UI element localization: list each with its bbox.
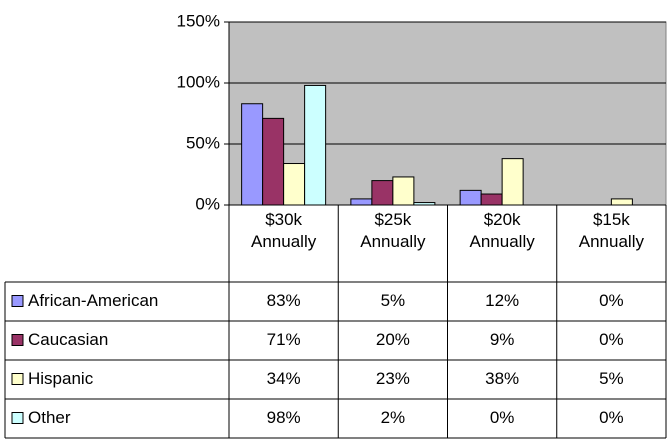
legend-label: Caucasian	[28, 330, 108, 349]
table-value: 34%	[267, 369, 301, 388]
legend-label: Hispanic	[28, 369, 94, 388]
bar	[350, 198, 373, 206]
table-value: 5%	[381, 291, 406, 310]
bar	[241, 103, 264, 206]
table-value: 5%	[599, 369, 624, 388]
x-tick-label: $30k Annually	[251, 210, 317, 251]
y-tick-label: 50%	[186, 133, 220, 152]
legend-swatch	[11, 373, 24, 385]
x-tick-label: $20k Annually	[469, 210, 535, 251]
table-value: 0%	[490, 408, 515, 427]
table-value: 83%	[267, 291, 301, 310]
bar	[371, 180, 394, 206]
bar	[459, 189, 482, 206]
bar	[304, 84, 327, 206]
table-value: 9%	[490, 330, 515, 349]
bar	[413, 202, 436, 206]
x-tick-label: $15k Annually	[578, 210, 644, 251]
table-value: 38%	[485, 369, 519, 388]
table-value: 20%	[376, 330, 410, 349]
y-tick-label: 0%	[195, 194, 220, 213]
y-tick-label: 150%	[177, 11, 220, 30]
bar	[480, 193, 503, 206]
legend-swatch	[11, 334, 24, 346]
legend-swatch	[11, 412, 24, 424]
bar	[392, 176, 415, 206]
table-value: 2%	[381, 408, 406, 427]
y-tick-label: 100%	[177, 72, 220, 91]
bar	[283, 163, 306, 206]
legend-label: Other	[28, 408, 71, 427]
bar	[501, 158, 524, 206]
bar	[610, 198, 633, 206]
legend-swatch	[11, 295, 24, 307]
table-value: 0%	[599, 408, 624, 427]
table-value: 23%	[376, 369, 410, 388]
bar	[262, 117, 285, 206]
table-value: 0%	[599, 291, 624, 310]
table-value: 12%	[485, 291, 519, 310]
table-value: 71%	[267, 330, 301, 349]
table-value: 0%	[599, 330, 624, 349]
table-value: 98%	[267, 408, 301, 427]
x-tick-label: $25k Annually	[360, 210, 426, 251]
legend-label: African-American	[28, 291, 158, 310]
